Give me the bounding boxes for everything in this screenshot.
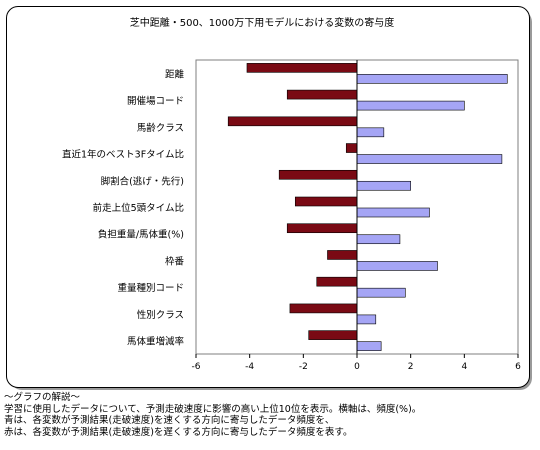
chart-title: 芝中距離・500、1000万下用モデルにおける変数の寄与度 [130, 16, 395, 29]
bar-positive [356, 74, 508, 84]
bar-negative [246, 63, 358, 73]
bar-positive [356, 180, 411, 191]
bar-negative [286, 223, 358, 234]
category-label: 性別クラス [137, 309, 184, 321]
category-label: 距離 [165, 68, 185, 80]
bar-negative [316, 276, 358, 287]
category-label: 馬齢クラス [137, 122, 184, 134]
bar-positive [356, 341, 382, 351]
category-label: 開催場コード [127, 95, 184, 107]
bar-negative [294, 196, 358, 207]
bar-negative [227, 116, 358, 127]
chart-notes: ～グラフの解説～ 学習に使用したデータについて、予測走破速度に影響の高い上位10… [4, 392, 536, 438]
bar-positive [356, 287, 406, 298]
category-label: 枠番 [165, 255, 185, 267]
category-label: 馬体重増減率 [127, 336, 185, 348]
notes-line-3: 赤は、各変数が予測結果(走破速度)を遅くする方向に寄与したデータ頻度を表す。 [4, 426, 353, 438]
notes-line-1: 学習に使用したデータについて、予測走破速度に影響の高い上位10位を表示。横軸は、… [4, 403, 422, 415]
notes-line-2: 青は、各変数が予測結果(走破速度)を速くする方向に寄与したデータ頻度を、 [4, 415, 335, 426]
bar-positive [356, 100, 465, 111]
x-tick-label: -6 [192, 362, 201, 372]
x-tick-label: 2 [408, 362, 414, 372]
bar-positive [356, 261, 438, 271]
category-label: 前走上位5頭タイム比 [93, 202, 184, 214]
bar-negative [289, 303, 358, 314]
bar-positive [356, 127, 385, 138]
category-label: 負担重量/馬体重(%) [98, 229, 184, 241]
bar-positive [356, 154, 503, 164]
bar-negative [308, 330, 358, 340]
category-label: 重量種別コード [117, 282, 184, 294]
x-tick-label: 0 [354, 362, 360, 372]
bar-negative [345, 143, 358, 153]
category-label: 脚割合(逃げ・先行) [101, 175, 184, 187]
bar-positive [356, 207, 430, 218]
bar-negative [278, 169, 358, 180]
category-label: 直近1年のベスト3Fタイム比 [62, 149, 184, 161]
bar-negative [327, 250, 358, 260]
bar-positive [356, 314, 377, 325]
x-tick-label: 6 [515, 362, 521, 372]
notes-heading: ～グラフの解説～ [4, 392, 81, 403]
bar-positive [356, 234, 401, 245]
x-tick-label: -4 [245, 362, 254, 372]
x-tick-label: 4 [461, 362, 467, 372]
bar-negative [286, 89, 358, 100]
x-tick-label: -2 [299, 362, 308, 372]
